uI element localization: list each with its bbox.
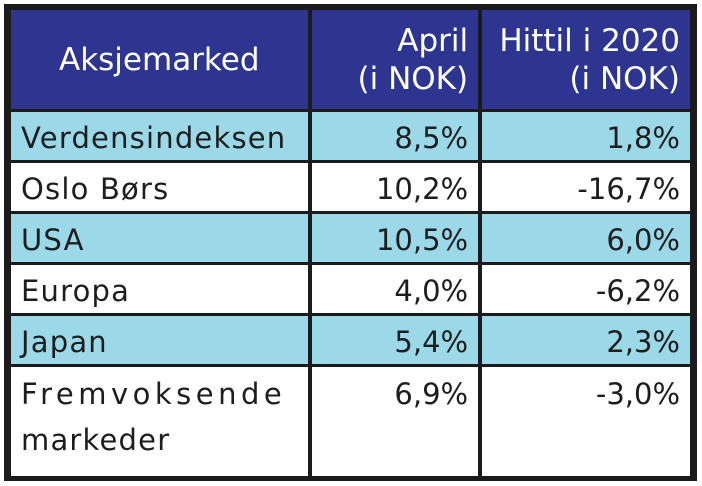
market-name: Fremvoksende markeder — [11, 367, 308, 476]
ytd-return: -6,2% — [482, 265, 690, 313]
market-returns-table: Aksjemarked April (i NOK) Hittil i 2020 … — [4, 4, 697, 481]
april-return: 4,0% — [311, 265, 479, 313]
april-return: 5,4% — [311, 316, 479, 364]
april-return: 6,9% — [311, 367, 479, 476]
header-row: Aksjemarked April (i NOK) Hittil i 2020 … — [11, 10, 690, 109]
market-name: USA — [11, 214, 308, 262]
header-market-label: Aksjemarked — [59, 41, 260, 78]
header-market: Aksjemarked — [11, 10, 308, 109]
ytd-return: 2,3% — [482, 316, 690, 364]
ytd-return: 6,0% — [482, 214, 690, 262]
market-name: Oslo Børs — [11, 163, 308, 211]
table-row: Verdensindeksen 8,5% 1,8% — [11, 112, 690, 160]
header-ytd-label: Hittil i 2020 — [499, 22, 680, 59]
table-row: USA 10,5% 6,0% — [11, 214, 690, 262]
ytd-return: -3,0% — [482, 367, 690, 476]
table-row: Europa 4,0% -6,2% — [11, 265, 690, 313]
market-name-line1: Fremvoksende — [21, 377, 287, 411]
header-april: April (i NOK) — [311, 10, 479, 109]
table-row: Fremvoksende markeder 6,9% -3,0% — [11, 367, 690, 476]
market-name-line2: markeder — [21, 423, 171, 457]
table-row: Oslo Børs 10,2% -16,7% — [11, 163, 690, 211]
april-return: 10,2% — [311, 163, 479, 211]
market-name: Japan — [11, 316, 308, 364]
table-row: Japan 5,4% 2,3% — [11, 316, 690, 364]
header-ytd: Hittil i 2020 (i NOK) — [482, 10, 690, 109]
header-april-unit: (i NOK) — [357, 60, 469, 97]
returns-table: Aksjemarked April (i NOK) Hittil i 2020 … — [7, 7, 694, 479]
header-april-label: April — [397, 22, 469, 59]
april-return: 8,5% — [311, 112, 479, 160]
ytd-return: 1,8% — [482, 112, 690, 160]
header-ytd-unit: (i NOK) — [569, 60, 680, 97]
april-return: 10,5% — [311, 214, 479, 262]
ytd-return: -16,7% — [482, 163, 690, 211]
market-name: Europa — [11, 265, 308, 313]
market-name: Verdensindeksen — [11, 112, 308, 160]
